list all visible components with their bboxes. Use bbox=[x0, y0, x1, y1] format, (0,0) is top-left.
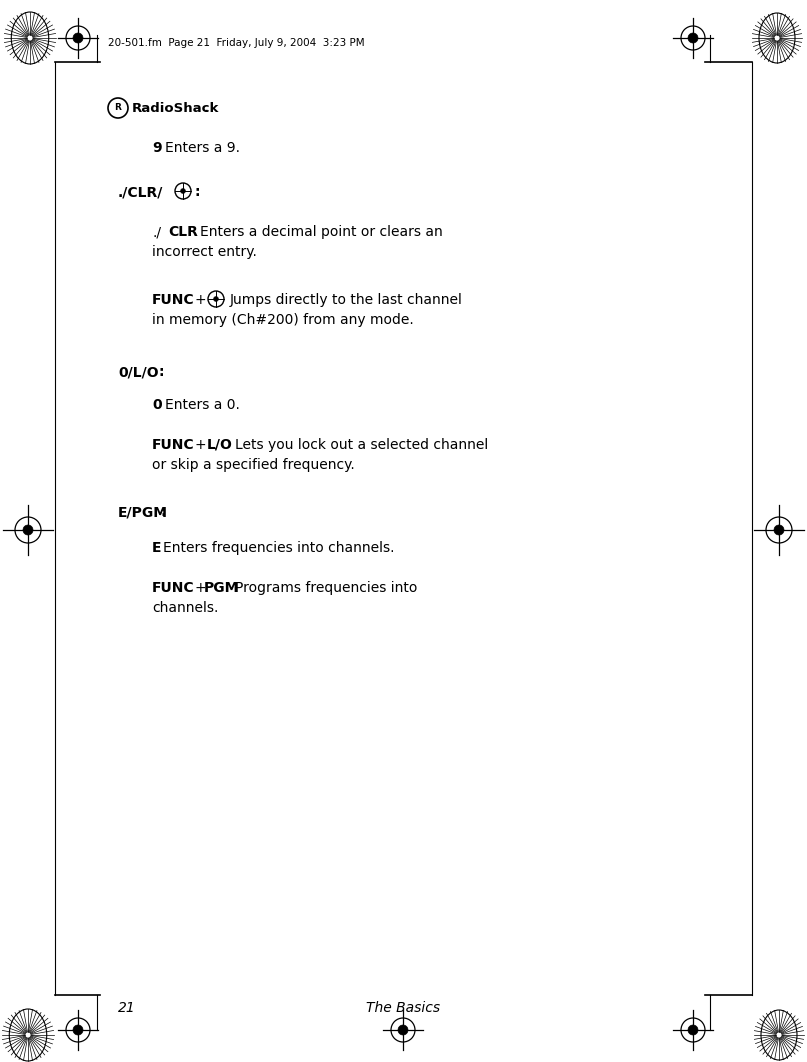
Circle shape bbox=[398, 1025, 408, 1035]
Text: in memory (Ch#200) from any mode.: in memory (Ch#200) from any mode. bbox=[152, 313, 414, 327]
Text: E/PGM: E/PGM bbox=[118, 506, 168, 519]
Text: 21: 21 bbox=[118, 1001, 136, 1015]
Circle shape bbox=[774, 525, 784, 535]
Text: E: E bbox=[152, 541, 161, 555]
Text: 0/L/O: 0/L/O bbox=[118, 365, 159, 379]
Text: Enters a 9.: Enters a 9. bbox=[165, 141, 240, 155]
Text: FUNC: FUNC bbox=[152, 438, 194, 452]
Circle shape bbox=[23, 525, 33, 535]
Text: Enters frequencies into channels.: Enters frequencies into channels. bbox=[163, 541, 395, 555]
Circle shape bbox=[181, 188, 186, 193]
Text: 0: 0 bbox=[152, 398, 161, 412]
Text: R: R bbox=[115, 103, 121, 113]
Circle shape bbox=[688, 33, 698, 42]
Text: :: : bbox=[158, 365, 164, 379]
Text: or skip a specified frequency.: or skip a specified frequency. bbox=[152, 458, 355, 472]
Circle shape bbox=[73, 1025, 83, 1035]
Text: +: + bbox=[195, 581, 207, 595]
Text: FUNC: FUNC bbox=[152, 293, 194, 307]
Text: Jumps directly to the last channel: Jumps directly to the last channel bbox=[230, 293, 463, 307]
Circle shape bbox=[73, 33, 83, 42]
Text: The Basics: The Basics bbox=[366, 1001, 440, 1015]
Text: CLR: CLR bbox=[168, 225, 198, 239]
Text: incorrect entry.: incorrect entry. bbox=[152, 245, 257, 259]
Text: RadioShack: RadioShack bbox=[132, 102, 220, 115]
Circle shape bbox=[214, 296, 219, 302]
Text: ./: ./ bbox=[152, 225, 161, 239]
Text: ./CLR/: ./CLR/ bbox=[118, 185, 163, 199]
Text: 20-501.fm  Page 21  Friday, July 9, 2004  3:23 PM: 20-501.fm Page 21 Friday, July 9, 2004 3… bbox=[108, 38, 365, 48]
Text: Lets you lock out a selected channel: Lets you lock out a selected channel bbox=[235, 438, 488, 452]
Text: +: + bbox=[195, 438, 207, 452]
Text: :: : bbox=[160, 506, 165, 519]
Text: Enters a decimal point or clears an: Enters a decimal point or clears an bbox=[200, 225, 443, 239]
Text: FUNC: FUNC bbox=[152, 581, 194, 595]
Text: channels.: channels. bbox=[152, 601, 219, 615]
Text: 9: 9 bbox=[152, 141, 161, 155]
Circle shape bbox=[688, 1025, 698, 1035]
Text: L/O: L/O bbox=[207, 438, 233, 452]
Text: Enters a 0.: Enters a 0. bbox=[165, 398, 240, 412]
Text: :: : bbox=[195, 185, 200, 199]
Text: .: . bbox=[204, 102, 209, 115]
Text: Programs frequencies into: Programs frequencies into bbox=[235, 581, 417, 595]
Text: PGM: PGM bbox=[204, 581, 240, 595]
Text: +: + bbox=[195, 293, 207, 307]
